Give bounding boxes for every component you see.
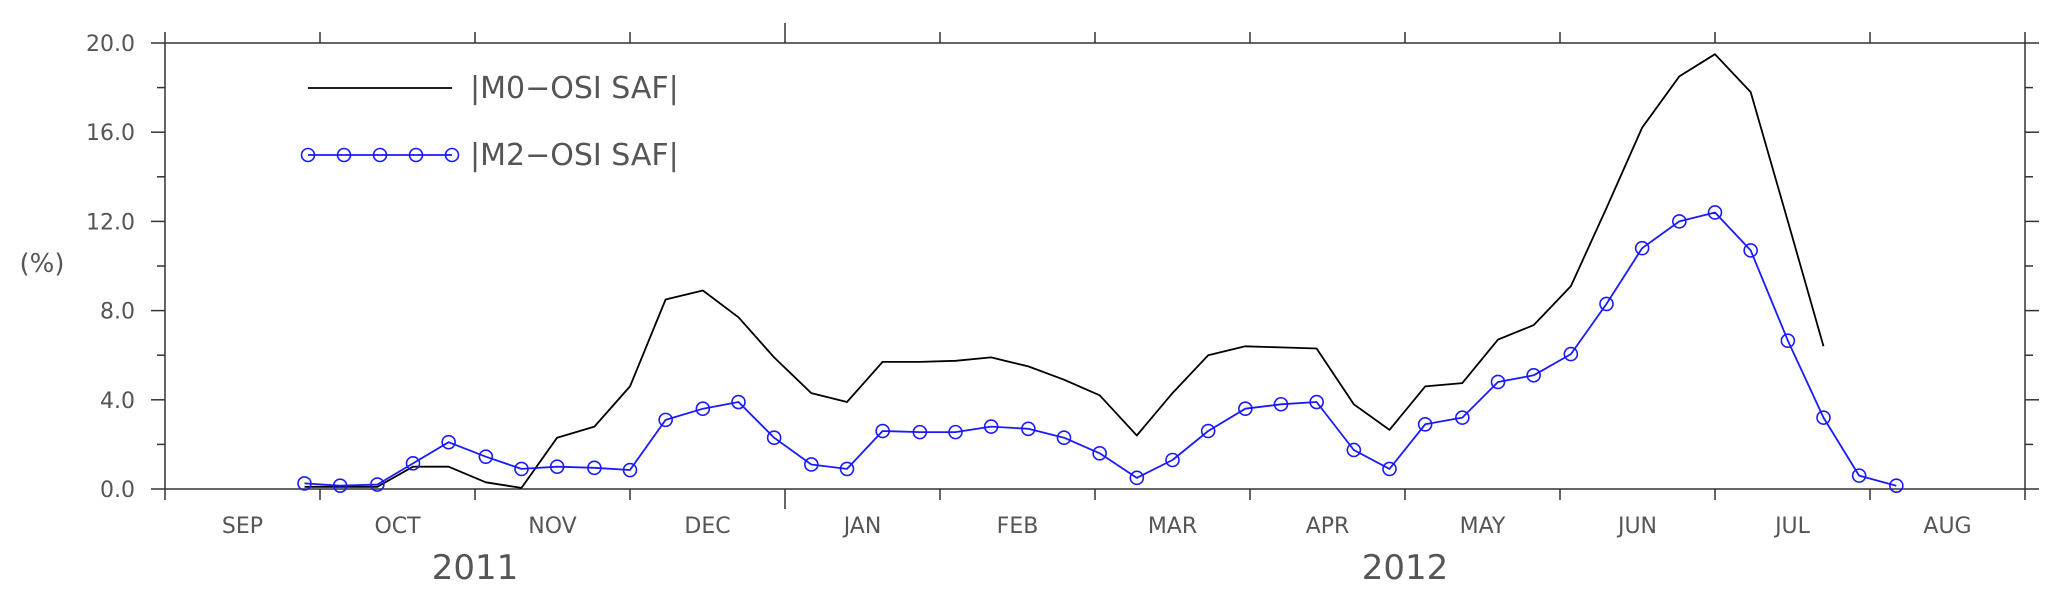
x-tick-label: JUL <box>1773 514 1811 539</box>
data-point <box>1889 478 1904 493</box>
year-label: 2011 <box>432 548 519 588</box>
data-point <box>587 460 602 476</box>
data-point <box>514 461 529 477</box>
data-point <box>1816 410 1831 425</box>
x-tick-label: OCT <box>374 514 421 539</box>
data-point <box>1563 346 1579 362</box>
axes: 0.0 4.0 8.0 12.0 16.0 20.0 SEP OCT NOV DEC JAN FEB M… <box>86 23 2039 588</box>
data-point <box>622 462 638 478</box>
legend-marker <box>336 147 352 163</box>
data-point <box>1634 240 1650 256</box>
data-point <box>1092 446 1107 461</box>
data-point <box>549 459 565 475</box>
data-point <box>1490 374 1506 390</box>
legend: |M0−OSI SAF| |M2−OSI SAF| <box>300 71 679 173</box>
data-point <box>1455 410 1470 425</box>
data-point <box>1780 333 1796 349</box>
data-point <box>1309 394 1324 410</box>
data-point <box>1021 421 1036 437</box>
data-point <box>1129 470 1145 486</box>
x-tick-label: JUN <box>1616 514 1657 539</box>
data-point <box>912 424 928 440</box>
data-point <box>441 434 456 450</box>
x-tick-label: JAN <box>842 514 882 539</box>
legend-item: |M0−OSI SAF| <box>308 71 679 106</box>
data-point <box>1346 442 1362 458</box>
x-tick-label: FEB <box>997 514 1039 539</box>
data-point <box>370 477 385 492</box>
data-point <box>983 419 999 434</box>
data-point <box>731 394 746 410</box>
y-axis-label: (%) <box>20 249 65 279</box>
data-point <box>1056 430 1072 446</box>
y-tick-label: 0.0 <box>100 478 135 503</box>
y-tick-label: 16.0 <box>86 121 135 146</box>
data-point <box>875 423 890 439</box>
data-point <box>1743 243 1758 258</box>
year-label: 2012 <box>1362 548 1449 588</box>
data-point <box>766 430 782 446</box>
legend-label: |M2−OSI SAF| <box>470 138 679 173</box>
plot-area <box>297 53 1904 493</box>
x-tick-label: MAR <box>1148 514 1197 539</box>
legend-item: |M2−OSI SAF| <box>300 138 679 173</box>
data-point <box>297 476 312 491</box>
x-tick-label: AUG <box>1923 514 1971 539</box>
data-point <box>839 461 855 477</box>
legend-marker <box>408 147 424 163</box>
data-point <box>804 457 819 472</box>
x-tick-label: DEC <box>684 514 730 539</box>
y-tick-label: 12.0 <box>86 210 135 235</box>
legend-label: |M0−OSI SAF| <box>470 71 679 106</box>
data-point <box>1200 423 1216 439</box>
x-tick-label: NOV <box>528 514 576 539</box>
series-0 <box>304 53 1825 489</box>
data-point <box>1672 214 1687 229</box>
data-point <box>1382 461 1397 477</box>
y-tick-label: 4.0 <box>100 389 135 414</box>
data-point <box>1238 401 1253 417</box>
data-point <box>332 478 348 493</box>
data-point <box>948 424 963 440</box>
x-tick-label: APR <box>1306 514 1350 539</box>
legend-marker <box>372 147 388 163</box>
data-point <box>1165 452 1180 468</box>
x-tick-label: MAY <box>1460 514 1506 539</box>
x-tick-label: SEP <box>222 514 263 539</box>
legend-marker <box>300 147 316 163</box>
series-1 <box>297 205 1904 493</box>
y-tick-label: 20.0 <box>86 32 135 57</box>
data-point <box>695 401 711 417</box>
data-point <box>405 456 421 471</box>
series-line <box>304 211 1897 487</box>
plot-frame <box>164 42 2026 490</box>
data-point <box>1273 396 1289 412</box>
legend-marker <box>444 147 460 163</box>
data-point <box>1599 296 1614 312</box>
data-point <box>1707 205 1723 220</box>
data-point <box>1526 367 1541 383</box>
data-point <box>1851 468 1867 483</box>
series-line <box>304 53 1825 489</box>
data-point <box>658 412 673 428</box>
y-tick-label: 8.0 <box>100 300 135 325</box>
data-point <box>478 449 494 464</box>
data-point <box>1417 417 1433 432</box>
